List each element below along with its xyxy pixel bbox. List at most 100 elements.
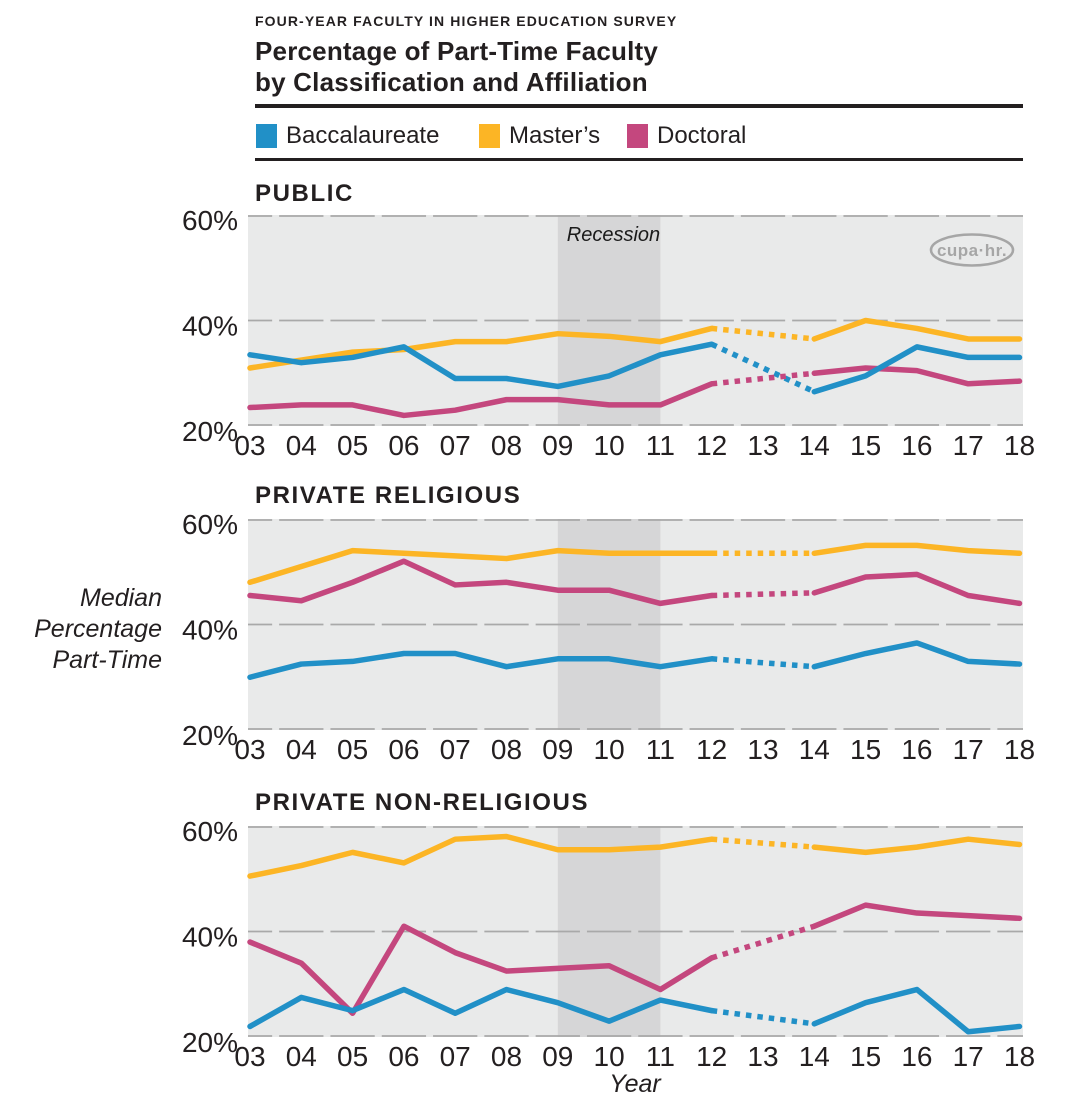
x-axis-title: Year (609, 1070, 661, 1098)
chart-title-line2: by Classification and Affiliation (255, 67, 648, 97)
public-chart-svg: 60% 40% 20% Recession cupa·hr. 03 04 05 06 07 08 09… (182, 205, 1035, 461)
y-tick-label: 40% (182, 311, 238, 342)
x-tick-label: 13 (747, 734, 778, 765)
x-tick-label: 15 (850, 734, 881, 765)
baccalaureate-line (247, 986, 715, 1030)
doctoral-line (811, 365, 1023, 387)
x-tick-label: 07 (440, 430, 471, 461)
master-s-line (811, 317, 1023, 342)
x-tick-label: 14 (799, 734, 830, 765)
x-tick-label: 11 (646, 1041, 675, 1072)
cupa-hr-logo (929, 233, 1015, 267)
x-tick-label: 07 (440, 734, 471, 765)
survey-eyebrow: FOUR-YEAR FACULTY IN HIGHER EDUCATION SU… (255, 13, 678, 29)
doctoral-line (247, 381, 715, 419)
x-tick-label: 03 (234, 430, 265, 461)
master-s-line (811, 836, 1023, 856)
y-tick-label: 60% (182, 509, 238, 540)
x-tick-label: 04 (286, 734, 317, 765)
panel-title-private-non-religious: PRIVATE NON-RELIGIOUS (255, 789, 590, 816)
baccalaureate-line (247, 650, 715, 680)
x-tick-label: 18 (1004, 430, 1035, 461)
x-tick-label: 18 (1004, 1041, 1035, 1072)
masters-swatch-icon (479, 124, 500, 148)
x-tick-label: 13 (747, 430, 778, 461)
x-tick-label: 16 (901, 430, 932, 461)
baccalaureate-line-dotted (711, 656, 815, 670)
baccalaureate-line (811, 344, 1023, 395)
x-tick-label: 12 (696, 430, 727, 461)
x-tick-label: 05 (337, 430, 368, 461)
chart-title-line1: Percentage of Part-Time Faculty (255, 36, 659, 66)
x-tick-label: 09 (542, 430, 573, 461)
master-s-line (811, 542, 1023, 557)
baccalaureate-line (811, 640, 1023, 670)
x-tick-label: 03 (234, 734, 265, 765)
private-religious-chart-svg: 60% 40% 20%03 04 05 06 07 08 09 10 11 12 13 14 15 16 17 1… (182, 509, 1035, 765)
panel-title-public: PUBLIC (255, 180, 354, 207)
legend-item-doctoral: Doctoral (627, 122, 747, 149)
x-tick-label: 14 (799, 430, 830, 461)
x-tick-label: 06 (388, 1041, 419, 1072)
x-tick-label: 17 (953, 1041, 984, 1072)
x-tick-label: 12 (696, 1041, 727, 1072)
doctoral-line-dotted (711, 590, 815, 599)
master-s-line (247, 325, 715, 371)
legend-item-baccalaureate: Baccalaureate (256, 122, 440, 149)
legend-label-baccalaureate: Baccalaureate (286, 122, 440, 149)
x-tick-label: 09 (542, 1041, 573, 1072)
master-s-line-dotted (711, 836, 815, 850)
x-tick-label: 08 (491, 734, 522, 765)
recession-label: Recession (567, 224, 660, 246)
y-tick-label: 20% (182, 416, 238, 447)
x-tick-label: 15 (850, 1041, 881, 1072)
x-tick-label: 04 (286, 1041, 317, 1072)
y-tick-label: 40% (182, 615, 238, 646)
legend-label-masters: Master’s (509, 122, 601, 149)
x-tick-label: 18 (1004, 734, 1035, 765)
x-tick-label: 11 (646, 430, 675, 461)
baccalaureate-line (811, 986, 1023, 1035)
x-tick-label: 08 (491, 430, 522, 461)
y-tick-label: 20% (182, 1027, 238, 1058)
y-tick-label: 60% (182, 816, 238, 847)
private-non-religious-chart-svg: 60% 40% 20%03 04 05 06 07 08 09 10 11 12 13 14 15 16 17 1… (182, 816, 1035, 1072)
x-tick-label: 13 (747, 1041, 778, 1072)
y-axis-title-line1: Median (80, 584, 162, 612)
cupa-hr-logo-text: cupa·hr. (937, 241, 1007, 260)
master-s-line-dotted (711, 325, 815, 342)
x-tick-label: 10 (594, 734, 625, 765)
x-tick-label: 11 (646, 734, 675, 765)
y-tick-label: 40% (182, 922, 238, 953)
x-tick-label: 10 (594, 1041, 625, 1072)
master-s-line (247, 547, 715, 586)
chart-title: Percentage of Part-Time Faculty by Class… (255, 36, 658, 98)
baccalaureate-swatch-icon (256, 124, 277, 148)
x-tick-label: 06 (388, 734, 419, 765)
doctoral-swatch-icon (627, 124, 648, 148)
x-tick-label: 17 (953, 430, 984, 461)
title-divider (255, 104, 1023, 108)
doctoral-line (247, 558, 715, 607)
y-axis-title-line3: Part-Time (52, 646, 162, 674)
x-tick-label: 05 (337, 734, 368, 765)
baccalaureate-line (247, 341, 715, 390)
doctoral-line (811, 902, 1023, 929)
x-tick-label: 15 (850, 430, 881, 461)
x-tick-label: 07 (440, 1041, 471, 1072)
x-tick-label: 09 (542, 734, 573, 765)
x-tick-label: 08 (491, 1041, 522, 1072)
x-tick-label: 17 (953, 734, 984, 765)
master-s-line (247, 833, 715, 879)
legend-label-doctoral: Doctoral (657, 122, 747, 149)
x-tick-label: 14 (799, 1041, 830, 1072)
x-tick-label: 12 (696, 734, 727, 765)
legend-divider (255, 158, 1023, 161)
doctoral-line (247, 923, 715, 1017)
x-tick-label: 16 (901, 734, 932, 765)
x-tick-label: 04 (286, 430, 317, 461)
doctoral-line (811, 571, 1023, 607)
x-tick-label: 05 (337, 1041, 368, 1072)
x-tick-label: 06 (388, 430, 419, 461)
